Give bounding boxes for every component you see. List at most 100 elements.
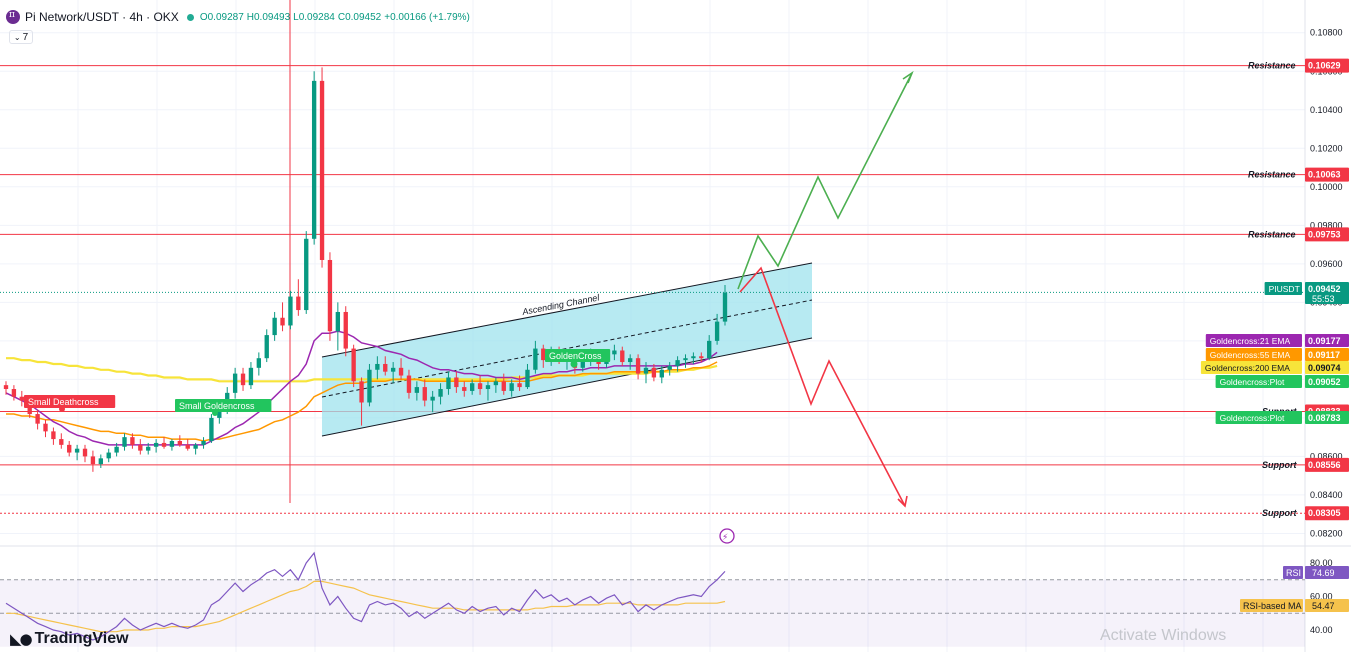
candle-body — [161, 442, 167, 447]
candle-body — [438, 389, 443, 397]
chevron-down-icon: ⌄ — [13, 32, 21, 42]
indicator-tag-value-bg — [1305, 282, 1349, 304]
rsi-ma-label: RSI-based MA — [1243, 601, 1302, 611]
level-value-tag-bg — [1305, 58, 1349, 73]
low-value: L0.09284 — [293, 11, 335, 23]
rsi-value-bg — [1305, 566, 1349, 579]
candle-body — [683, 358, 688, 361]
market-status-dot-icon — [186, 13, 194, 21]
candle-body — [454, 377, 459, 388]
indicator-tag-value-bg — [1305, 375, 1349, 388]
candle-body — [11, 389, 17, 397]
chart-header: Pi Network/USDT · 4h · OKX O0.09287 H0.0… — [6, 8, 473, 26]
symbol-title[interactable]: Pi Network/USDT · 4h · OKX — [25, 10, 179, 24]
candle-body — [240, 373, 246, 386]
rsi-ma-value: 54.47 — [1312, 601, 1335, 611]
change-value: +0.00166 (+1.79%) — [384, 11, 470, 23]
candle-body — [667, 365, 672, 370]
bullish-arrowhead — [902, 70, 914, 84]
flash-event-icon — [719, 528, 735, 544]
candle-body — [462, 387, 467, 391]
goldencross-label-bg — [545, 349, 611, 362]
candle-body — [138, 444, 143, 451]
indicator-tag-value-bg — [1305, 411, 1349, 424]
candle-body — [59, 439, 64, 445]
level-value-tag: 0.08305 — [1308, 508, 1341, 518]
candle-body — [635, 358, 641, 374]
indicators-toggle-button[interactable]: ⌄ 7 — [9, 30, 33, 44]
price-tick-label: 0.09800 — [1310, 220, 1343, 230]
level-label-support: Support — [1262, 508, 1297, 518]
channel-lower-line — [321, 337, 813, 437]
candle-body — [288, 296, 293, 326]
small-deathcross-label: Small Deathcross — [28, 397, 99, 407]
rsi-ma-line — [6, 580, 726, 633]
candle-body — [659, 369, 664, 378]
level-label-resistance: Resistance — [1248, 229, 1296, 239]
candle-body — [675, 360, 680, 366]
price-tick-label: 0.08200 — [1310, 528, 1343, 538]
small-goldencross-label-bg — [175, 399, 272, 412]
candle-body — [248, 367, 254, 386]
candle-body — [209, 417, 214, 442]
tradingview-logo[interactable]: ◣● TradingView — [10, 630, 129, 648]
candle-body — [525, 369, 530, 388]
candle-body — [311, 80, 317, 239]
indicator-tag-label-bg — [1200, 361, 1302, 374]
deathcross-marker — [59, 406, 65, 412]
candle-body — [43, 423, 48, 432]
price-tick-label: 0.10000 — [1310, 182, 1343, 192]
candle-body — [485, 385, 491, 390]
indicator-tag-value: 0.09177 — [1308, 336, 1341, 346]
candle-body — [335, 311, 341, 332]
candle-body — [707, 340, 712, 359]
indicator-tag-label: Goldencross:21 EMA — [1210, 336, 1291, 346]
candle-body — [217, 410, 222, 418]
rsi-ma-label-bg — [1240, 599, 1303, 612]
candle-body — [628, 358, 633, 363]
candle-body — [359, 381, 364, 403]
candle-body — [67, 444, 72, 453]
price-tick-label: 0.08400 — [1310, 490, 1343, 500]
candle-body — [114, 446, 119, 453]
goldencross-marker — [570, 360, 578, 368]
candle-body — [256, 358, 262, 368]
candle-body — [398, 367, 404, 376]
candle-body — [643, 367, 649, 374]
indicator-tag-value: 0.08783 — [1308, 413, 1341, 423]
indicator-tag-label-bg — [1215, 375, 1302, 388]
bullish-projection-path — [737, 72, 913, 290]
price-tick-label: 0.09600 — [1310, 259, 1343, 269]
candle-body — [264, 335, 269, 359]
indicator-tag-label: PIUSDT — [1269, 284, 1300, 294]
candle-body — [343, 311, 348, 349]
level-value-tag: 0.09753 — [1308, 229, 1341, 239]
rsi-tick-label: 80.00 — [1310, 558, 1333, 568]
candle-body — [699, 356, 704, 359]
level-value-tag-bg — [1305, 227, 1349, 242]
indicator-count: 7 — [22, 31, 29, 43]
candle-body — [691, 356, 696, 359]
candle-body — [51, 431, 56, 440]
candle-body — [74, 448, 80, 453]
candle-body — [446, 377, 451, 390]
rsi-value: 74.69 — [1312, 568, 1335, 578]
indicator-tag-label: Goldencross:55 EMA — [1210, 350, 1291, 360]
candle-body — [153, 442, 159, 447]
level-value-tag-bg — [1305, 506, 1349, 521]
candle-body — [651, 367, 657, 378]
candle-body — [580, 360, 585, 368]
candle-body — [477, 383, 483, 390]
channel-mid-line — [321, 299, 813, 398]
small-deathcross-label-bg — [24, 395, 116, 408]
tradingview-mark-icon: ◣● — [10, 630, 33, 648]
candle-body — [469, 383, 475, 391]
bearish-projection-path — [739, 266, 906, 507]
candle-body — [90, 456, 96, 465]
indicator-tag-label: Goldencross:Plot — [1220, 413, 1285, 423]
rsi-tick-label: 40.00 — [1310, 625, 1333, 635]
rsi-label: RSI — [1286, 568, 1301, 578]
candle-body — [3, 385, 9, 390]
pi-logo-icon — [6, 10, 20, 24]
